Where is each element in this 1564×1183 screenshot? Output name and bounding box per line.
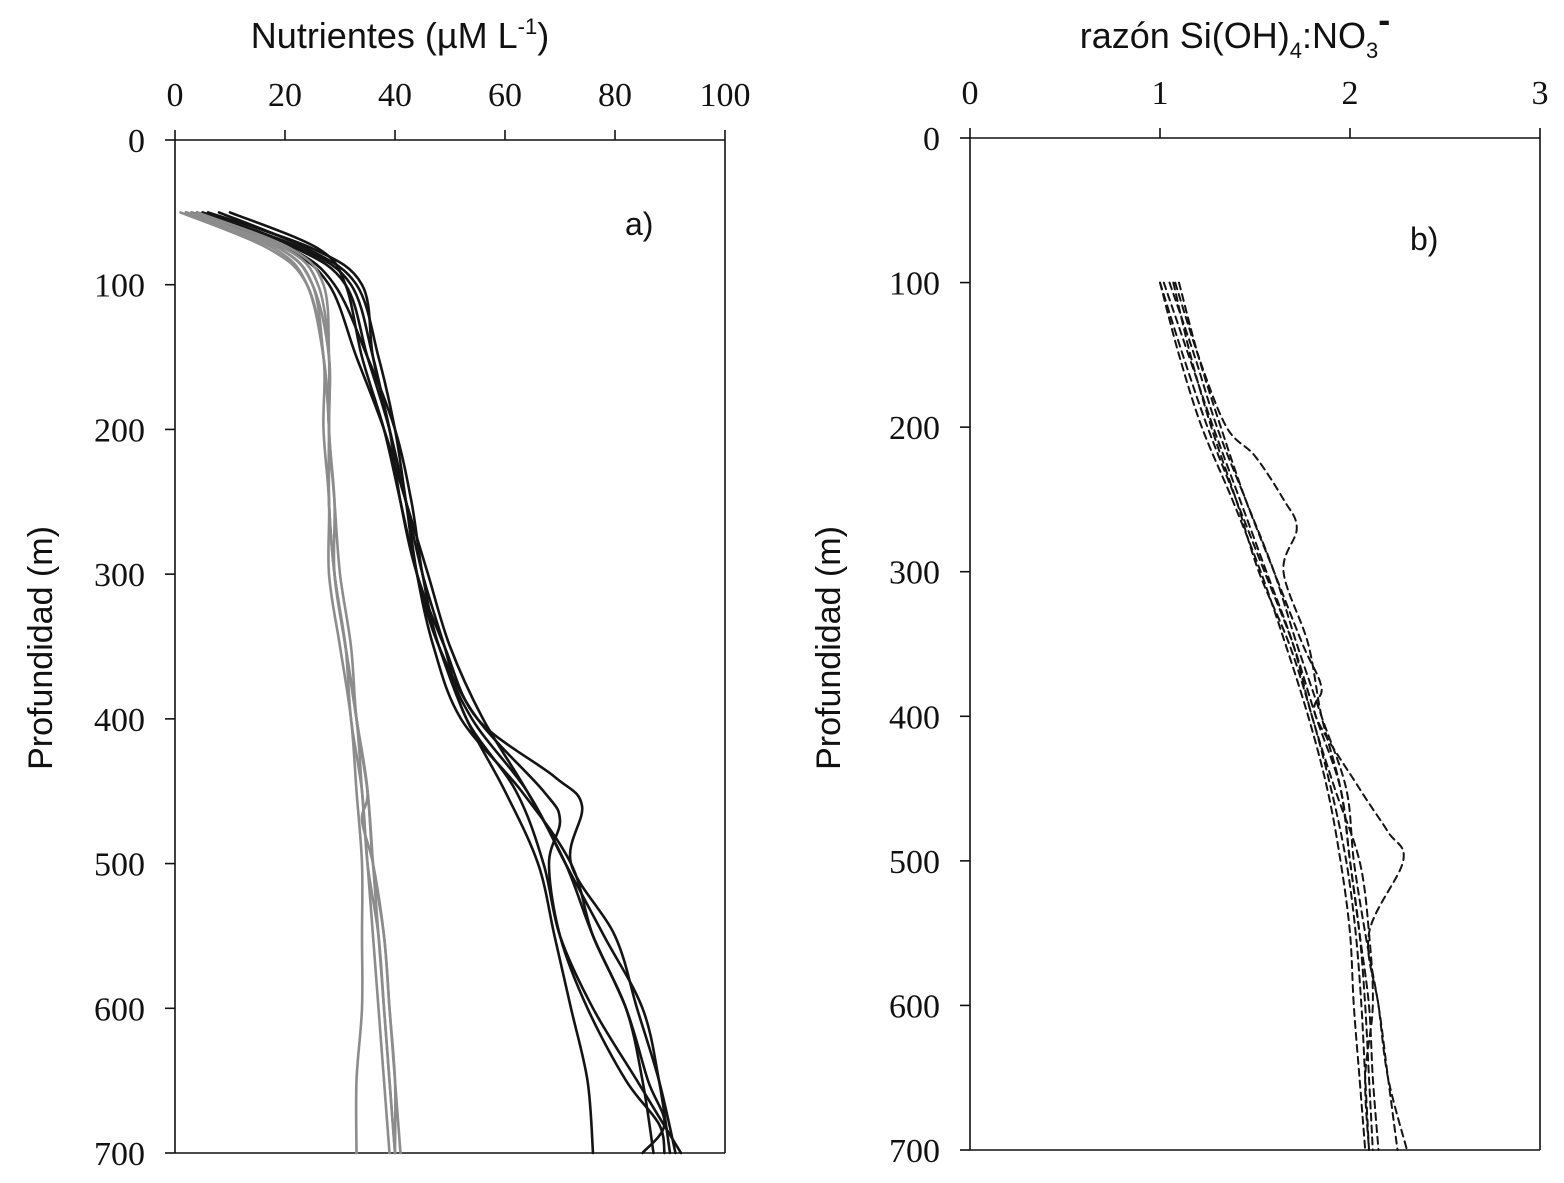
panel-a: Nutrientes (µM L-1) Profundidad (m) a) 0…: [22, 14, 751, 1173]
panel-b-y-tick-label: 200: [889, 410, 940, 447]
series-line-gray-2: [190, 211, 397, 1155]
series-line-black-3: [217, 211, 666, 1155]
panel-b-axes: 0 1 2 3 0 100 200 300 400 500 600 700: [889, 75, 1549, 1170]
series-line-gray-1: [184, 211, 391, 1155]
series-line-ratio-5: [1162, 281, 1374, 1151]
series-line-black-6: [228, 211, 595, 1155]
series-line-black-2: [201, 211, 655, 1155]
series-line-gray-4: [184, 211, 402, 1155]
panel-a-x-tick-label: 20: [268, 77, 302, 114]
panel-a-x-tick-label: 80: [598, 77, 632, 114]
panel-b-y-tick-label: 100: [889, 266, 940, 303]
panel-b: razón Si(OH)4:NO3- Profundidad (m) b) 0 1…: [810, 0, 1549, 1170]
panel-a-title: Nutrientes (µM L-1): [251, 14, 549, 56]
panel-a-y-tick-label: 400: [94, 702, 145, 739]
panel-a-label: a): [625, 206, 653, 242]
series-line-black-1: [190, 211, 683, 1155]
panel-b-title: razón Si(OH)4:NO3-: [1080, 0, 1391, 63]
panel-a-x-tick-label: 0: [167, 77, 184, 114]
panel-b-x-tick-label: 1: [1152, 75, 1169, 112]
series-line-ratio-3: [1174, 281, 1380, 1151]
series-line-ratio-2: [1168, 281, 1399, 1151]
series-line-black-4: [195, 211, 672, 1155]
panel-a-x-tick-label: 60: [488, 77, 522, 114]
series-line-black-7: [184, 211, 666, 1155]
series-line-gray-3: [179, 211, 364, 1155]
panel-b-x-tick-label: 3: [1532, 75, 1549, 112]
series-line-gray-5: [195, 211, 397, 1155]
panel-b-label: b): [1410, 221, 1438, 257]
panel-a-y-tick-label: 0: [128, 123, 145, 160]
panel-b-plot-area: [970, 140, 1540, 1150]
panel-b-y-tick-label: 700: [889, 1133, 940, 1170]
panel-a-y-tick-label: 300: [94, 557, 145, 594]
panel-b-x-tick-label: 0: [962, 75, 979, 112]
panel-b-y-tick-label: 0: [923, 121, 940, 158]
panel-a-axes: 0 20 40 60 80 100 0 100 200 300 400 500 600 700: [94, 77, 751, 1173]
panel-b-y-tick-label: 300: [889, 555, 940, 592]
panel-a-y-tick-label: 500: [94, 847, 145, 884]
panel-a-x-tick-label: 100: [700, 77, 751, 114]
series-line-ratio-1: [1159, 281, 1374, 1151]
panel-b-series: [1159, 281, 1408, 1151]
panel-a-y-tick-label: 600: [94, 991, 145, 1028]
panel-a-series: [179, 211, 683, 1155]
panel-b-y-tick-label: 500: [889, 844, 940, 881]
panel-b-y-tick-label: 400: [889, 699, 940, 736]
panel-a-x-tick-label: 40: [378, 77, 412, 114]
panel-a-y-tick-label: 100: [94, 268, 145, 305]
panel-b-x-tick-label: 2: [1342, 75, 1359, 112]
panel-b-y-tick-label: 600: [889, 988, 940, 1025]
panel-a-y-tick-label: 200: [94, 412, 145, 449]
series-line-ratio-6: [1172, 281, 1370, 1151]
series-line-ratio-4: [1178, 281, 1408, 1151]
panel-a-y-tick-label: 700: [94, 1136, 145, 1173]
series-line-gray-6: [184, 211, 397, 1155]
series-line-ratio-7: [1159, 281, 1367, 1151]
panel-a-ylabel: Profundidad (m): [22, 526, 60, 770]
panel-b-ylabel: Profundidad (m): [810, 526, 848, 770]
series-line-black-5: [206, 211, 677, 1155]
